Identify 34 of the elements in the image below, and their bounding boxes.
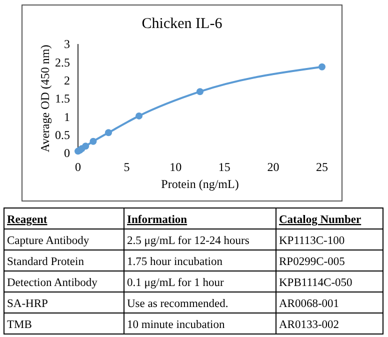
y-axis-title: Average OD (450 nm) <box>38 44 52 152</box>
x-tick-label: 5 <box>124 160 130 174</box>
text: Use as recommended. <box>127 298 228 310</box>
text: TMB <box>7 319 32 331</box>
text: Capture Antibody <box>7 235 90 247</box>
category-label: Information <box>127 214 188 226</box>
text: 0.1 μg/mL for 1 hour <box>127 277 224 289</box>
y-tick-label: 3 <box>64 37 70 52</box>
x-tick-label: 10 <box>170 160 182 174</box>
text: RP0299C-005 <box>279 256 346 268</box>
text: KP1113C-100 <box>279 235 345 247</box>
y-tick-label: 2 <box>64 74 70 88</box>
text: Standard Protein <box>7 256 84 268</box>
text: AR0068-001 <box>279 298 340 310</box>
y-tick-label: 1 <box>64 110 70 124</box>
text: 2.5 μg/mL for 12-24 hours <box>127 235 250 247</box>
x-tick-label: 20 <box>267 160 280 174</box>
text: SA-HRP <box>7 298 48 310</box>
y-tick-label: 1.5 <box>55 92 70 106</box>
x-tick-label: 0 <box>75 160 81 174</box>
category-label: Catalog Number <box>279 214 362 226</box>
chart-title: Chicken IL-6 <box>142 16 223 32</box>
text: 10 minute incubation <box>127 319 225 331</box>
x-tick-label: 25 <box>316 160 328 174</box>
text: AR0133-002 <box>279 319 340 331</box>
y-tick-label: 2.5 <box>55 55 70 70</box>
y-tick-label: 0 <box>64 146 70 160</box>
category-label: Reagent <box>7 214 48 226</box>
y-tick-label: 0.5 <box>55 128 70 142</box>
text: KPB1114C-050 <box>279 277 353 289</box>
text: Detection Antibody <box>7 277 98 289</box>
x-axis-title: Protein (ng/mL) <box>161 177 239 191</box>
x-tick-label: 15 <box>218 160 230 174</box>
text: 1.75 hour incubation <box>127 256 223 268</box>
